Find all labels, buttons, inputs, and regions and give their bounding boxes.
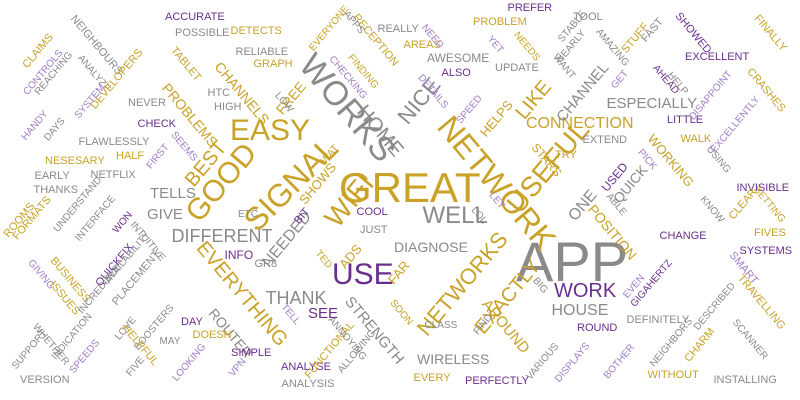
word-wireless: WIRELESS <box>417 351 490 367</box>
word-diagnose: DIAGNOSE <box>394 239 468 255</box>
word-little: LITTLE <box>667 113 704 126</box>
word-never: NEVER <box>128 96 166 109</box>
word-nesesary: NESESARY <box>45 154 105 167</box>
word-awesome: AWESOME <box>427 51 490 65</box>
word-ted: TED <box>312 248 335 271</box>
word-also: ALSO <box>441 66 471 79</box>
word-looking: LOOKING <box>170 341 209 384</box>
word-cool: COOL <box>356 205 388 218</box>
word-fives: FIVES <box>754 226 786 239</box>
word-walk: WALK <box>680 132 712 145</box>
word-give: GIVE <box>147 205 183 223</box>
word-definitely: DEFINITELY <box>626 313 690 326</box>
word-excellent: EXCELLENT <box>685 50 750 63</box>
word-thank: THANK <box>265 288 327 308</box>
word-reliable: RELIABLE <box>235 45 289 58</box>
word-use: USE <box>332 258 394 291</box>
word-check: CHECK <box>137 117 177 130</box>
word-extend: EXTEND <box>582 133 628 146</box>
word-tablet: TABLET <box>167 44 203 84</box>
word-really: REALLY <box>377 22 419 35</box>
word-accurate: ACCURATE <box>165 10 225 23</box>
word-showed: SHOWED <box>672 9 714 56</box>
word-get: GET <box>608 68 631 92</box>
word-soon: SOON <box>386 297 415 328</box>
word-areas: AREAS <box>403 38 441 51</box>
word-info: INFO <box>224 248 254 262</box>
word-needs: NEEDS <box>511 29 542 64</box>
word-vpn: VPN <box>226 356 249 380</box>
word-house: HOUSE <box>551 302 609 319</box>
word-without: WITHOUT <box>647 368 699 381</box>
word-analysis: ANALYSIS <box>281 377 335 390</box>
word-invisible: INVISIBLE <box>736 181 790 194</box>
word-possible: POSSIBLE <box>175 26 230 39</box>
word-day: DAY <box>181 315 203 328</box>
word-early: EARLY <box>34 169 70 182</box>
word-graph: GRAPH <box>253 57 293 70</box>
word-gr8: GR8 <box>254 257 278 270</box>
word-scanner: SCANNER <box>729 317 770 362</box>
word-version: VERSION <box>20 373 70 386</box>
word-class: CLASS <box>424 320 458 331</box>
word-analyse: ANALYSE <box>281 360 331 373</box>
word-see: SEE <box>308 304 339 322</box>
word-htc: HTC <box>207 86 231 99</box>
word-great: GREAT <box>339 164 481 211</box>
word-change: CHANGE <box>659 229 707 242</box>
word-five: FIVE <box>124 354 148 379</box>
word-helps: HELPS <box>476 96 516 140</box>
word-excellently: EXCELLENTLY <box>708 94 763 155</box>
word-systems: SYSTEMS <box>739 244 793 257</box>
word-etc: ETC <box>238 209 258 220</box>
word-tells: TELLS <box>150 184 196 202</box>
word-finally: FINALLY <box>751 12 789 54</box>
word-every: EVERY <box>413 371 451 384</box>
word-doesn: DOESN <box>192 328 232 341</box>
word-tool: TOOL <box>573 10 603 23</box>
word-netflix: NETFLIX <box>90 168 136 181</box>
word-may: MAY <box>159 336 181 347</box>
word-high: HIGH <box>214 100 242 113</box>
word-different: DIFFERENT <box>171 226 273 246</box>
word-bother: BOTHER <box>601 342 638 382</box>
word-connection: CONNECTION <box>526 115 634 132</box>
word-detects: DETECTS <box>230 24 282 37</box>
word-half: HALF <box>116 149 145 162</box>
word-especially: ESPECIALLY <box>606 94 698 112</box>
word-installing: INSTALLING <box>713 373 777 386</box>
word-update: UPDATE <box>495 61 539 74</box>
word-simple: SIMPLE <box>231 346 272 359</box>
word-problem: PROBLEM <box>473 15 527 28</box>
word-just: JUST <box>360 223 388 236</box>
word-thanks: THANKS <box>33 183 79 196</box>
word-seems: SEEMS <box>167 129 199 164</box>
word-work: WORK <box>554 280 617 302</box>
word-round: ROUND <box>577 321 618 334</box>
word-well: WELL <box>422 202 488 229</box>
word-want: WANT <box>549 52 577 82</box>
word-try: TRY <box>555 148 577 161</box>
word-flawlessly: FLAWLESSLY <box>78 135 150 148</box>
word-know: KNOW <box>697 194 726 226</box>
word-perfectly: PERFECTLY <box>465 374 529 387</box>
word-prefer: PREFER <box>507 1 553 14</box>
word-easy: EASY <box>230 114 311 147</box>
word-app: APP <box>516 230 629 293</box>
